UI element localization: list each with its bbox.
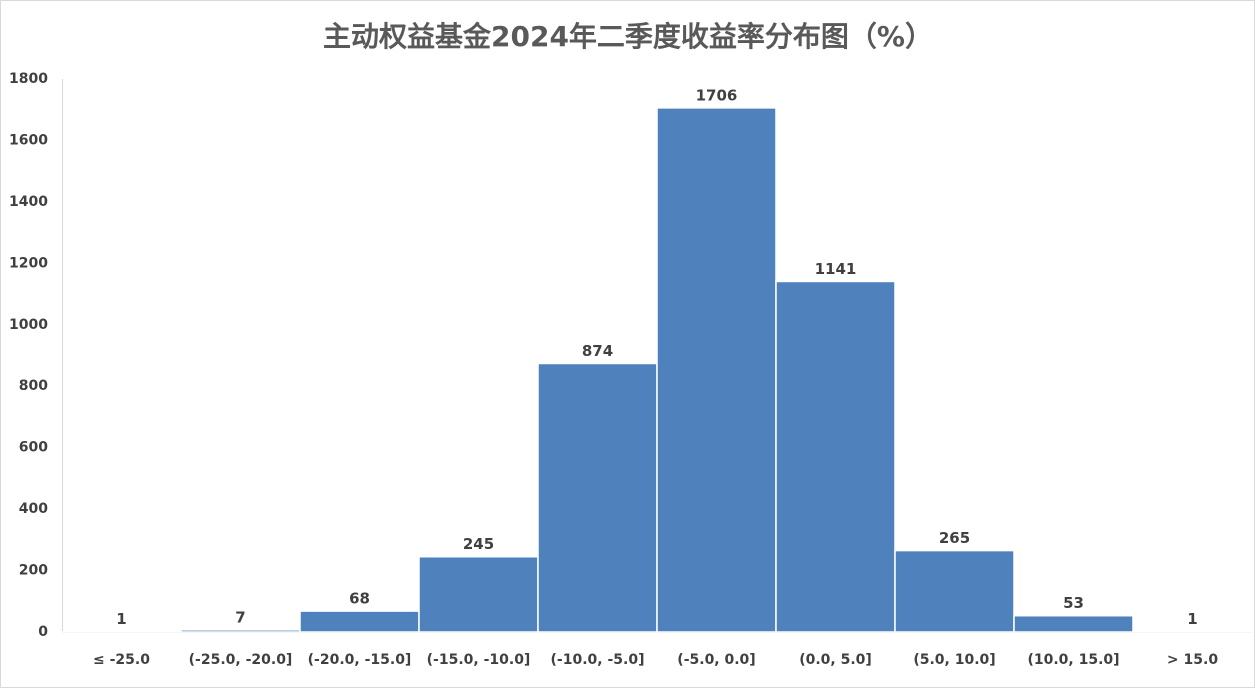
y-tick-label: 1600 xyxy=(9,132,48,148)
y-tick-label: 200 xyxy=(19,563,48,579)
bar xyxy=(418,555,539,633)
bar xyxy=(537,362,658,633)
bar xyxy=(894,549,1015,633)
x-tick-label: (-10.0, -5.0] xyxy=(551,652,645,668)
bar xyxy=(656,107,777,633)
data-label: 53 xyxy=(1063,594,1084,612)
y-tick-label: 1000 xyxy=(9,317,48,333)
data-label: 7 xyxy=(235,608,245,626)
chart-title: 主动权益基金2024年二季度收益率分布图（%） xyxy=(323,20,933,53)
data-label: 1141 xyxy=(815,260,857,278)
y-tick-label: 800 xyxy=(19,378,48,394)
y-tick-label: 1800 xyxy=(9,71,48,87)
bar xyxy=(775,280,896,633)
x-tick-label: (5.0, 10.0] xyxy=(913,652,995,668)
y-tick-label: 400 xyxy=(19,501,48,517)
y-tick-label: 1200 xyxy=(9,255,48,271)
x-tick-label: (-5.0, 0.0] xyxy=(677,652,755,668)
data-label: 1706 xyxy=(696,86,738,104)
y-tick-label: 600 xyxy=(19,440,48,456)
x-tick-label: (-15.0, -10.0] xyxy=(427,652,531,668)
bar xyxy=(180,629,301,633)
y-tick-label: 0 xyxy=(38,624,48,640)
data-label: 1 xyxy=(116,610,126,628)
data-label: 265 xyxy=(939,529,970,547)
bar xyxy=(1013,614,1134,633)
data-label: 1 xyxy=(1187,610,1197,628)
x-tick-label: > 15.0 xyxy=(1167,652,1218,668)
data-label: 245 xyxy=(463,535,494,553)
x-tick-label: (-25.0, -20.0] xyxy=(189,652,293,668)
x-tick-label: (0.0, 5.0] xyxy=(799,652,872,668)
y-tick-label: 1400 xyxy=(9,194,48,210)
data-label: 874 xyxy=(582,342,613,360)
x-tick-label: (10.0, 15.0] xyxy=(1027,652,1119,668)
x-tick-label: (-20.0, -15.0] xyxy=(308,652,412,668)
data-label: 68 xyxy=(349,590,370,608)
bar xyxy=(299,610,420,633)
x-tick-label: ≤ -25.0 xyxy=(93,652,150,668)
